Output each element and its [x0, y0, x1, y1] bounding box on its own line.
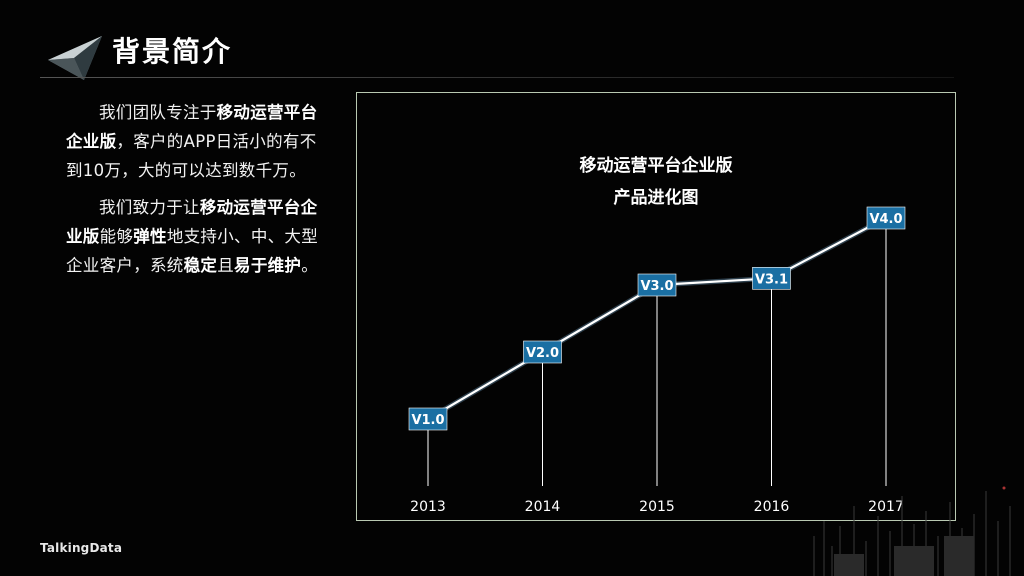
intro-p1-run-1: 移动运营平台企业版: [66, 103, 318, 151]
intro-p2-run-0: 我们致力于让: [99, 198, 200, 217]
brand-logo: TalkingData: [40, 541, 123, 555]
x-tick-label-2013: 2013: [410, 499, 446, 515]
intro-p2-run-6: 且: [217, 256, 235, 275]
data-point-2017: [866, 206, 906, 230]
intro-p2-run-1: 移动运营平台企业版: [66, 198, 318, 246]
intro-text: 我们团队专注于移动运营平台企业版，客户的APP日活小的有不到10万，大的可以达到…: [66, 98, 328, 288]
data-point-2013: [408, 407, 448, 431]
intro-p2-run-3: 弹性: [133, 227, 167, 246]
intro-p2-run-4: 地支持小、中、大型企业客户，系统: [66, 227, 319, 275]
page-title: 背景简介: [112, 35, 233, 68]
x-tick-label-2016: 2016: [754, 499, 790, 515]
data-point-2014: [523, 340, 562, 364]
x-tick-label-2014: 2014: [525, 499, 561, 515]
data-point-2015: [637, 273, 677, 297]
data-label-V3.1: V3.1: [755, 272, 788, 287]
logo-mark-icon: [48, 36, 102, 80]
data-point-2016: [752, 267, 791, 290]
intro-p1-run-0: 我们团队专注于: [99, 103, 217, 122]
evolution-chart: 移动运营平台企业版 产品进化图 V1.0 V2.0 V3.0 V3.1 V4.0 2013…: [356, 92, 956, 521]
intro-paragraph-2: 我们致力于让移动运营平台企业版能够弹性地支持小、中、大型企业客户，系统稳定且易于…: [66, 193, 328, 280]
data-label-V3.0: V3.0: [640, 279, 673, 294]
x-tick-label-2015: 2015: [639, 499, 675, 515]
chart-subtitle: 产品进化图: [613, 188, 699, 208]
chart-title: 移动运营平台企业版: [579, 156, 733, 176]
intro-p1-run-2: ，客户的APP日活小的有不到10万，大的可以达到数千万。: [66, 132, 317, 180]
decorative-cityscape: [813, 486, 1011, 576]
data-label-V2.0: V2.0: [526, 346, 559, 361]
intro-paragraph-1: 我们团队专注于移动运营平台企业版，客户的APP日活小的有不到10万，大的可以达到…: [66, 98, 328, 185]
chart-canvas: V1.0 V2.0 V3.0 V3.1 V4.0 2013 2014 2015 2016 2017: [408, 206, 906, 515]
intro-p2-run-2: 能够: [99, 227, 134, 246]
data-label-V1.0: V1.0: [411, 413, 444, 428]
intro-p2-run-5: 稳定: [183, 256, 218, 275]
intro-p2-run-8: 。: [301, 256, 319, 275]
intro-p2-run-7: 易于维护: [234, 256, 302, 275]
x-tick-label-2017: 2017: [868, 499, 904, 515]
title-divider: [40, 77, 954, 78]
data-label-V4.0: V4.0: [869, 212, 902, 227]
